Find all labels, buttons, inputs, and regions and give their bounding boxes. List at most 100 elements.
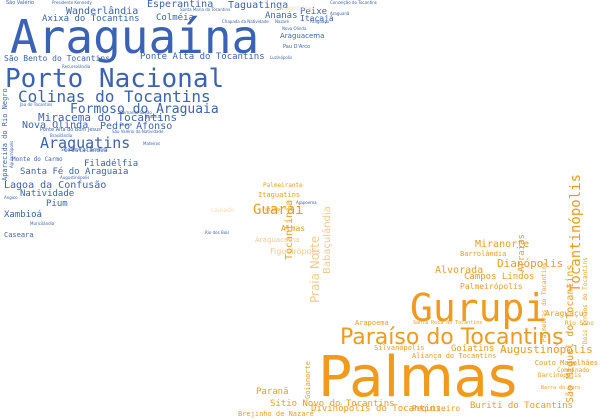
cloud-word: Campos Lindos [464,272,535,282]
cloud-word: Filadélfia [84,159,139,169]
cloud-word: Miracema do Tocantins [38,111,178,124]
cloud-word: Porto Nacional [5,64,225,94]
cloud-word: Barrolândia [460,250,507,258]
cloud-word: Silvanópolis [374,344,425,352]
cloud-word: Jaú do Tocantins [20,102,53,107]
cloud-word: Nova Olinda [282,26,307,31]
cloud-word: Gurupi [410,286,548,330]
cloud-word: Alvorada [435,265,484,276]
cloud-word: Augustinópolis [500,343,593,356]
cloud-word: Angico [4,195,18,200]
cloud-word: Arapoema [296,200,317,205]
cloud-word: Goiatins [451,344,495,354]
cloud-word: Buriti do Tocantins [470,401,573,411]
cloud-word: Brejinho de Nazaré [238,410,314,418]
cloud-word: Ananás [265,11,298,21]
cloud-word: Bernardo Sayão [120,110,152,115]
cloud-word: Pau D'Arco [283,44,311,50]
cloud-word: Pium [46,199,68,209]
cloud-word: Xambioá [4,210,42,220]
cloud-word: Lagoa da Confusão [4,180,107,191]
cloud-word: Dois Irmãos do Tocantins [582,257,589,345]
cloud-word: Aragominas [279,5,315,12]
cloud-word: Paraíso do Tocantins [340,325,564,350]
cloud-word: Recursolândia [62,64,91,69]
cloud-word: São Miguel do Tocantins [565,264,576,403]
cloud-word: Presidente Kennedy [52,0,92,5]
cloud-word: Goianorte [304,361,312,400]
cloud-word: Palmeirópolis [460,282,523,291]
cloud-word: Arapoema [355,319,389,327]
cloud-word: Araguaína [10,10,260,64]
cloud-word: Rio dos Bois [205,230,230,235]
cloud-word: Araguaçu [310,19,330,24]
cloud-word: Darcinópolis [538,372,582,379]
cloud-word: Araguatins [40,134,131,152]
cloud-word: Taguatinga [228,0,289,11]
cloud-word: Dueré [120,122,133,127]
cloud-word: Barra do Ouro [541,385,581,391]
cloud-word: Almas [281,224,306,233]
cloud-word: Dianópolis [497,257,564,270]
cloud-word: Praia Norte [308,235,322,303]
cloud-word: Wanderlândia [66,6,139,17]
cloud-word: Colméia [156,13,194,23]
cloud-word: Araguacema [280,32,325,40]
cloud-word: Santa Fé do Araguaia [20,167,129,177]
cloud-word: Fátima [262,207,281,213]
cloud-word: Pedro Afonso [100,121,173,132]
cloud-word: Monte do Carmo [12,156,63,163]
cloud-word: Santa Rosa do Tocantins [413,320,483,326]
cloud-word: Caseara [4,231,34,239]
cloud-word: Augustinópolis [60,175,90,180]
cloud-word: Esperantina [147,0,214,10]
cloud-word: Chapada da Natividade [222,19,269,24]
cloud-word: Itaguatins [258,191,301,199]
cloud-word: Divinópolis do Tocantins [311,404,442,414]
cloud-word: Ponte Alta do Tocantins [140,52,265,62]
cloud-word: Aliança do Tocantins [412,352,497,360]
cloud-word: Mateiros [143,141,161,146]
cloud-word: Araguanã [330,11,350,16]
cloud-word: Santa Maria do Tocantins [180,7,231,12]
cloud-word: Itacajá [300,14,334,23]
cloud-word: Luzinópolis [270,55,293,60]
cloud-word: Araguaçu [545,309,584,318]
cloud-word: Couto Magalhães [534,359,598,367]
cloud-word: Conceição do Tocantins [330,0,377,5]
cloud-word: Sítio Novo do Tocantins [270,399,395,409]
cloud-word: Formoso do Araguaia [70,102,219,117]
cloud-word: Combinado [557,367,590,374]
cloud-word: Arraias [517,234,527,273]
cloud-word: Cristalândia [64,147,108,154]
cloud-word: Araguacema [255,236,300,244]
cloud-word: Axixá do Tocantins [42,14,140,24]
cloud-word: Rio Sono [565,320,594,327]
cloud-word: Aguiarnópolis [9,141,14,169]
cloud-word: São Valério da Natividade [112,129,164,134]
cloud-word: São Bento do Tocantins [4,54,110,63]
cloud-word: Natividade [20,189,75,199]
cloud-word: Juarina [146,114,160,119]
cloud-word: Miranorte [475,239,530,250]
cloud-word: Lajeado [211,207,235,214]
cloud-word: Palmas [318,345,518,410]
cloud-word: Ponte Alta do Bom Jesus [40,127,101,133]
cloud-word: Peixe [300,7,328,17]
cloud-word: Palmeirante [263,182,303,189]
cloud-word: Nova Olinda [22,120,89,131]
cloud-word: Babaçulândia [322,206,333,275]
cloud-word: Guaraí [253,202,304,218]
cloud-word: Sítio Novo do Tocantins [61,147,108,152]
cloud-word: Palmeiras do Tocantins [541,262,548,342]
cloud-word: Brasilândia [50,133,73,138]
cloud-word: Muricilândia [30,221,55,226]
cloud-word: São Valério [6,0,34,6]
cloud-word: Colinas do Tocantins [18,87,211,106]
cloud-word: Aparecida do Rio Negro [1,88,9,182]
cloud-word: Nazaré [275,19,290,24]
cloud-word: Pequizeiro [412,404,461,413]
cloud-word: Figueirópolis [270,247,321,256]
cloud-word: Paranã [256,387,289,397]
